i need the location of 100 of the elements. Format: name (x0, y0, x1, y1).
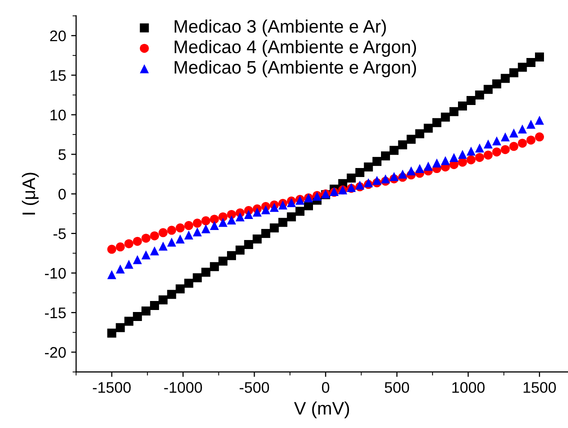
point (167, 290, 176, 299)
point (526, 136, 536, 145)
point (141, 250, 150, 260)
point (484, 150, 493, 160)
point (176, 223, 185, 232)
point (124, 239, 134, 248)
point (440, 156, 450, 166)
y-tick-label: 10 (50, 110, 66, 120)
point (184, 230, 194, 240)
point (390, 146, 399, 155)
point (201, 268, 210, 277)
point (210, 214, 219, 224)
point (192, 273, 202, 282)
point (295, 206, 304, 216)
point (372, 176, 382, 185)
point (116, 323, 125, 332)
point (500, 74, 510, 83)
point (167, 226, 176, 235)
y-tick-label: -15 (44, 308, 66, 318)
point (526, 120, 536, 129)
x-tick-label: -1500 (92, 382, 131, 393)
point (458, 102, 467, 111)
point (158, 228, 168, 238)
point (141, 234, 150, 243)
legend-label: Medicao 5 (Ambiente e Argon) (174, 60, 416, 78)
point (466, 96, 476, 106)
point (432, 158, 442, 168)
point (390, 172, 399, 181)
point (107, 270, 116, 280)
x-tick-label: -500 (240, 382, 270, 393)
point (252, 234, 262, 244)
point (210, 262, 219, 272)
point (176, 234, 185, 244)
point (509, 128, 518, 138)
point (244, 210, 254, 219)
point (236, 246, 245, 255)
point (227, 251, 236, 260)
point (201, 216, 210, 226)
x-tick-label: 1000 (452, 382, 485, 393)
point (227, 215, 236, 224)
point (261, 228, 270, 238)
x-tick-label: 0 (322, 382, 330, 393)
point (218, 218, 228, 227)
point (132, 312, 142, 322)
point (424, 124, 433, 133)
point (158, 242, 168, 251)
x-axis-title: V (mV) (294, 401, 350, 418)
point (158, 295, 168, 304)
point (398, 170, 408, 179)
point (176, 284, 185, 294)
y-axis-title: I (μA) (22, 172, 39, 214)
point (124, 316, 134, 326)
point (286, 212, 296, 222)
point (141, 306, 150, 316)
point (475, 143, 484, 152)
point (346, 174, 356, 183)
y-tick-label: 5 (58, 149, 66, 160)
point (534, 52, 544, 62)
point (440, 112, 450, 122)
point (432, 118, 442, 128)
point (192, 227, 202, 236)
x-tick-label: 1500 (524, 382, 556, 393)
point (107, 244, 116, 254)
point (381, 174, 390, 184)
point (500, 132, 510, 142)
point (244, 240, 254, 250)
point (509, 68, 518, 78)
legend-label: Medicao 3 (Ambiente e Ar) (174, 20, 386, 36)
point (218, 212, 228, 222)
point (236, 212, 245, 222)
x-tick-label: 500 (384, 382, 410, 393)
point (475, 90, 484, 100)
point (406, 166, 416, 176)
point (150, 300, 160, 310)
point (466, 146, 476, 156)
point (398, 140, 408, 150)
point (449, 107, 458, 116)
point (116, 242, 125, 252)
point (355, 168, 364, 178)
point (518, 124, 527, 134)
point (261, 205, 270, 214)
point (270, 202, 279, 212)
y-tick-label: 15 (50, 70, 66, 81)
point (406, 134, 416, 144)
point (192, 218, 202, 228)
point (278, 218, 288, 227)
point (534, 116, 544, 125)
point (492, 147, 502, 156)
point (150, 246, 160, 256)
y-tick-label: -10 (44, 268, 66, 279)
point (466, 155, 476, 164)
point (124, 260, 134, 269)
point (526, 58, 536, 68)
point (201, 224, 210, 234)
point (184, 278, 194, 288)
y-tick-label: -20 (44, 347, 66, 358)
point (484, 84, 493, 94)
point (116, 264, 125, 274)
y-tick-label: -5 (53, 228, 66, 240)
point (484, 140, 493, 149)
